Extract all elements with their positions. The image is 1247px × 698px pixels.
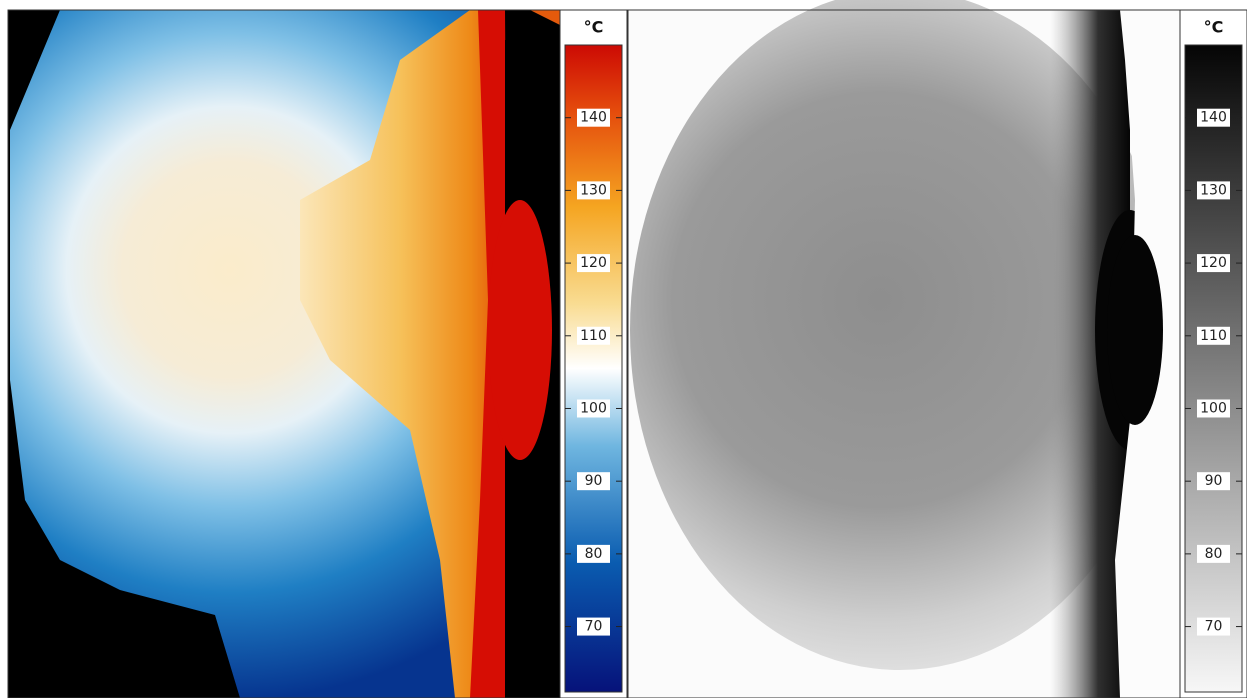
tick-label: 90 (1205, 473, 1223, 489)
thermal-image-color (7, 9, 561, 698)
unit-label: °C (584, 18, 604, 37)
tick-label-bg (1197, 399, 1230, 418)
tick-label-bg (577, 326, 610, 345)
tick-label-bg (577, 399, 610, 418)
tick-label: 110 (1200, 328, 1227, 344)
tick-label-bg (577, 108, 610, 127)
tick-label: 140 (580, 110, 607, 126)
tick-label-bg (1197, 181, 1230, 200)
tick-label-bg (577, 254, 610, 273)
tick-label-bg (1197, 254, 1230, 273)
unit-label: °C (1204, 18, 1224, 37)
tick-label: 80 (1205, 546, 1223, 562)
tick-label-bg (1197, 617, 1230, 636)
colorbar (1184, 44, 1243, 693)
colorbar (564, 44, 623, 693)
tick-label-bg (1197, 326, 1230, 345)
tick-label-bg (577, 181, 610, 200)
tick-label: 100 (1200, 400, 1227, 416)
tick-label-bg (577, 544, 610, 563)
tick-label: 130 (580, 182, 607, 198)
tick-label-bg (1197, 108, 1230, 127)
tick-label: 110 (580, 328, 607, 344)
tick-label: 100 (580, 400, 607, 416)
tick-label: 90 (585, 473, 603, 489)
tick-label: 70 (585, 619, 603, 635)
colorbar-panel: °C 70 80 90 100 110 120 130 140 (1179, 9, 1247, 698)
tick-label: 120 (1200, 255, 1227, 271)
tick-label: 80 (585, 546, 603, 562)
colorbar-panel: °C 70 80 90 100 110 120 130 140 (559, 9, 628, 698)
thermal-image-gray (627, 0, 1181, 698)
tick-label-bg (577, 472, 610, 491)
tick-label: 140 (1200, 110, 1227, 126)
tick-label-bg (577, 617, 610, 636)
tick-label-bg (1197, 472, 1230, 491)
tick-label: 130 (1200, 182, 1227, 198)
tick-label-bg (1197, 544, 1230, 563)
tick-label: 120 (580, 255, 607, 271)
tick-label: 70 (1205, 619, 1223, 635)
